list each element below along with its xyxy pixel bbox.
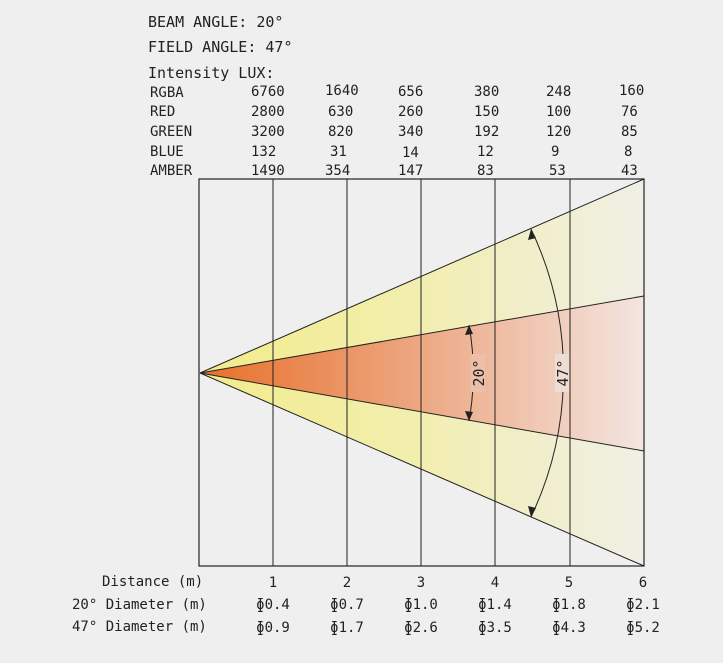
table-cell: 1490 — [251, 163, 285, 179]
beam-diameter-value: ɸ0.7 — [330, 597, 364, 613]
table-cell: 340 — [398, 124, 423, 140]
table-cell: 160 — [619, 83, 644, 99]
field-arrow-top — [528, 229, 536, 240]
field-diameter-value: ɸ4.3 — [552, 620, 586, 636]
intensity-label: Intensity LUX: — [148, 64, 274, 82]
table-cell: 820 — [328, 124, 353, 140]
cone-edges — [199, 178, 645, 567]
row-label-blue: BLUE — [150, 144, 184, 160]
table-cell: 260 — [398, 104, 423, 120]
table-cell: 85 — [621, 124, 638, 140]
table-cell: 2800 — [251, 104, 285, 120]
distance-value: 5 — [565, 575, 573, 591]
row-label-rgba: RGBA — [150, 85, 184, 101]
table-cell: 656 — [398, 84, 423, 100]
field-diameter-value: ɸ2.6 — [404, 620, 438, 636]
field-angle-label: 47° — [554, 359, 572, 386]
table-cell: 132 — [251, 144, 276, 160]
table-cell: 630 — [328, 104, 353, 120]
beam-diameter-value: ɸ2.1 — [626, 597, 660, 613]
table-cell: 120 — [546, 124, 571, 140]
distance-gridlines — [272, 179, 571, 566]
table-cell: 43 — [621, 163, 638, 179]
row-label-green: GREEN — [150, 124, 192, 140]
table-cell: 100 — [546, 104, 571, 120]
table-cell: 8 — [624, 144, 632, 160]
beam-diameter-value: ɸ1.8 — [552, 597, 586, 613]
beam-diameter-value: ɸ0.4 — [256, 597, 290, 613]
table-cell: 76 — [621, 104, 638, 120]
field-diameter-value: ɸ3.5 — [478, 620, 512, 636]
beam-diameter-value: ɸ1.4 — [478, 597, 512, 613]
beam-edge-top — [199, 295, 645, 374]
distance-footer: Distance (m) 1 2 3 4 5 6 20° Diameter (m… — [72, 574, 660, 636]
beam-label-bg — [471, 354, 485, 392]
distance-label: Distance (m) — [102, 574, 203, 590]
table-cell: 14 — [402, 145, 419, 161]
table-cell: 248 — [546, 84, 571, 100]
beam-diameter-value: ɸ1.0 — [404, 597, 438, 613]
field-edge-top — [199, 178, 645, 374]
table-cell: 9 — [551, 144, 559, 160]
arc-arrowheads — [465, 229, 536, 517]
field-edge-bottom — [199, 372, 645, 567]
distance-value: 4 — [491, 575, 499, 591]
row-label-amber: AMBER — [150, 163, 193, 179]
table-cell: 192 — [474, 124, 499, 140]
table-cell: 6760 — [251, 84, 285, 100]
table-cell: 3200 — [251, 124, 285, 140]
table-cell: 31 — [330, 144, 347, 160]
table-cell: 1640 — [325, 83, 359, 99]
field-angle-title: FIELD ANGLE: 47° — [148, 38, 293, 56]
beam-cone — [200, 296, 644, 451]
field-diameter-value: ɸ5.2 — [626, 620, 660, 636]
field-diameter-value: ɸ0.9 — [256, 620, 290, 636]
distance-value: 3 — [417, 575, 425, 591]
beam-diameter-label: 20° Diameter (m) — [72, 597, 207, 613]
table-cell: 147 — [398, 163, 423, 179]
beam-arrow-top — [465, 325, 473, 335]
table-cell: 53 — [549, 163, 566, 179]
field-diameter-value: ɸ1.7 — [330, 620, 364, 636]
field-arrow-bottom — [528, 506, 536, 517]
beam-edge-bottom — [199, 372, 645, 452]
field-diameter-label: 47° Diameter (m) — [72, 619, 207, 635]
table-cell: 12 — [477, 144, 494, 160]
table-cell: 150 — [474, 104, 499, 120]
table-cell: 380 — [474, 84, 499, 100]
beam-angle-title: BEAM ANGLE: 20° — [148, 13, 283, 31]
distance-value: 2 — [343, 575, 351, 591]
table-cell: 83 — [477, 163, 494, 179]
lux-table: RGBA RED GREEN BLUE AMBER 6760 1640 656 … — [150, 83, 644, 179]
field-label-bg — [555, 354, 569, 392]
beam-angle-label: 20° — [470, 359, 488, 386]
beam-arrow-bottom — [465, 411, 473, 421]
table-cell: 354 — [325, 163, 350, 179]
row-label-red: RED — [150, 104, 175, 120]
distance-value: 1 — [269, 575, 277, 591]
distance-value: 6 — [639, 575, 647, 591]
